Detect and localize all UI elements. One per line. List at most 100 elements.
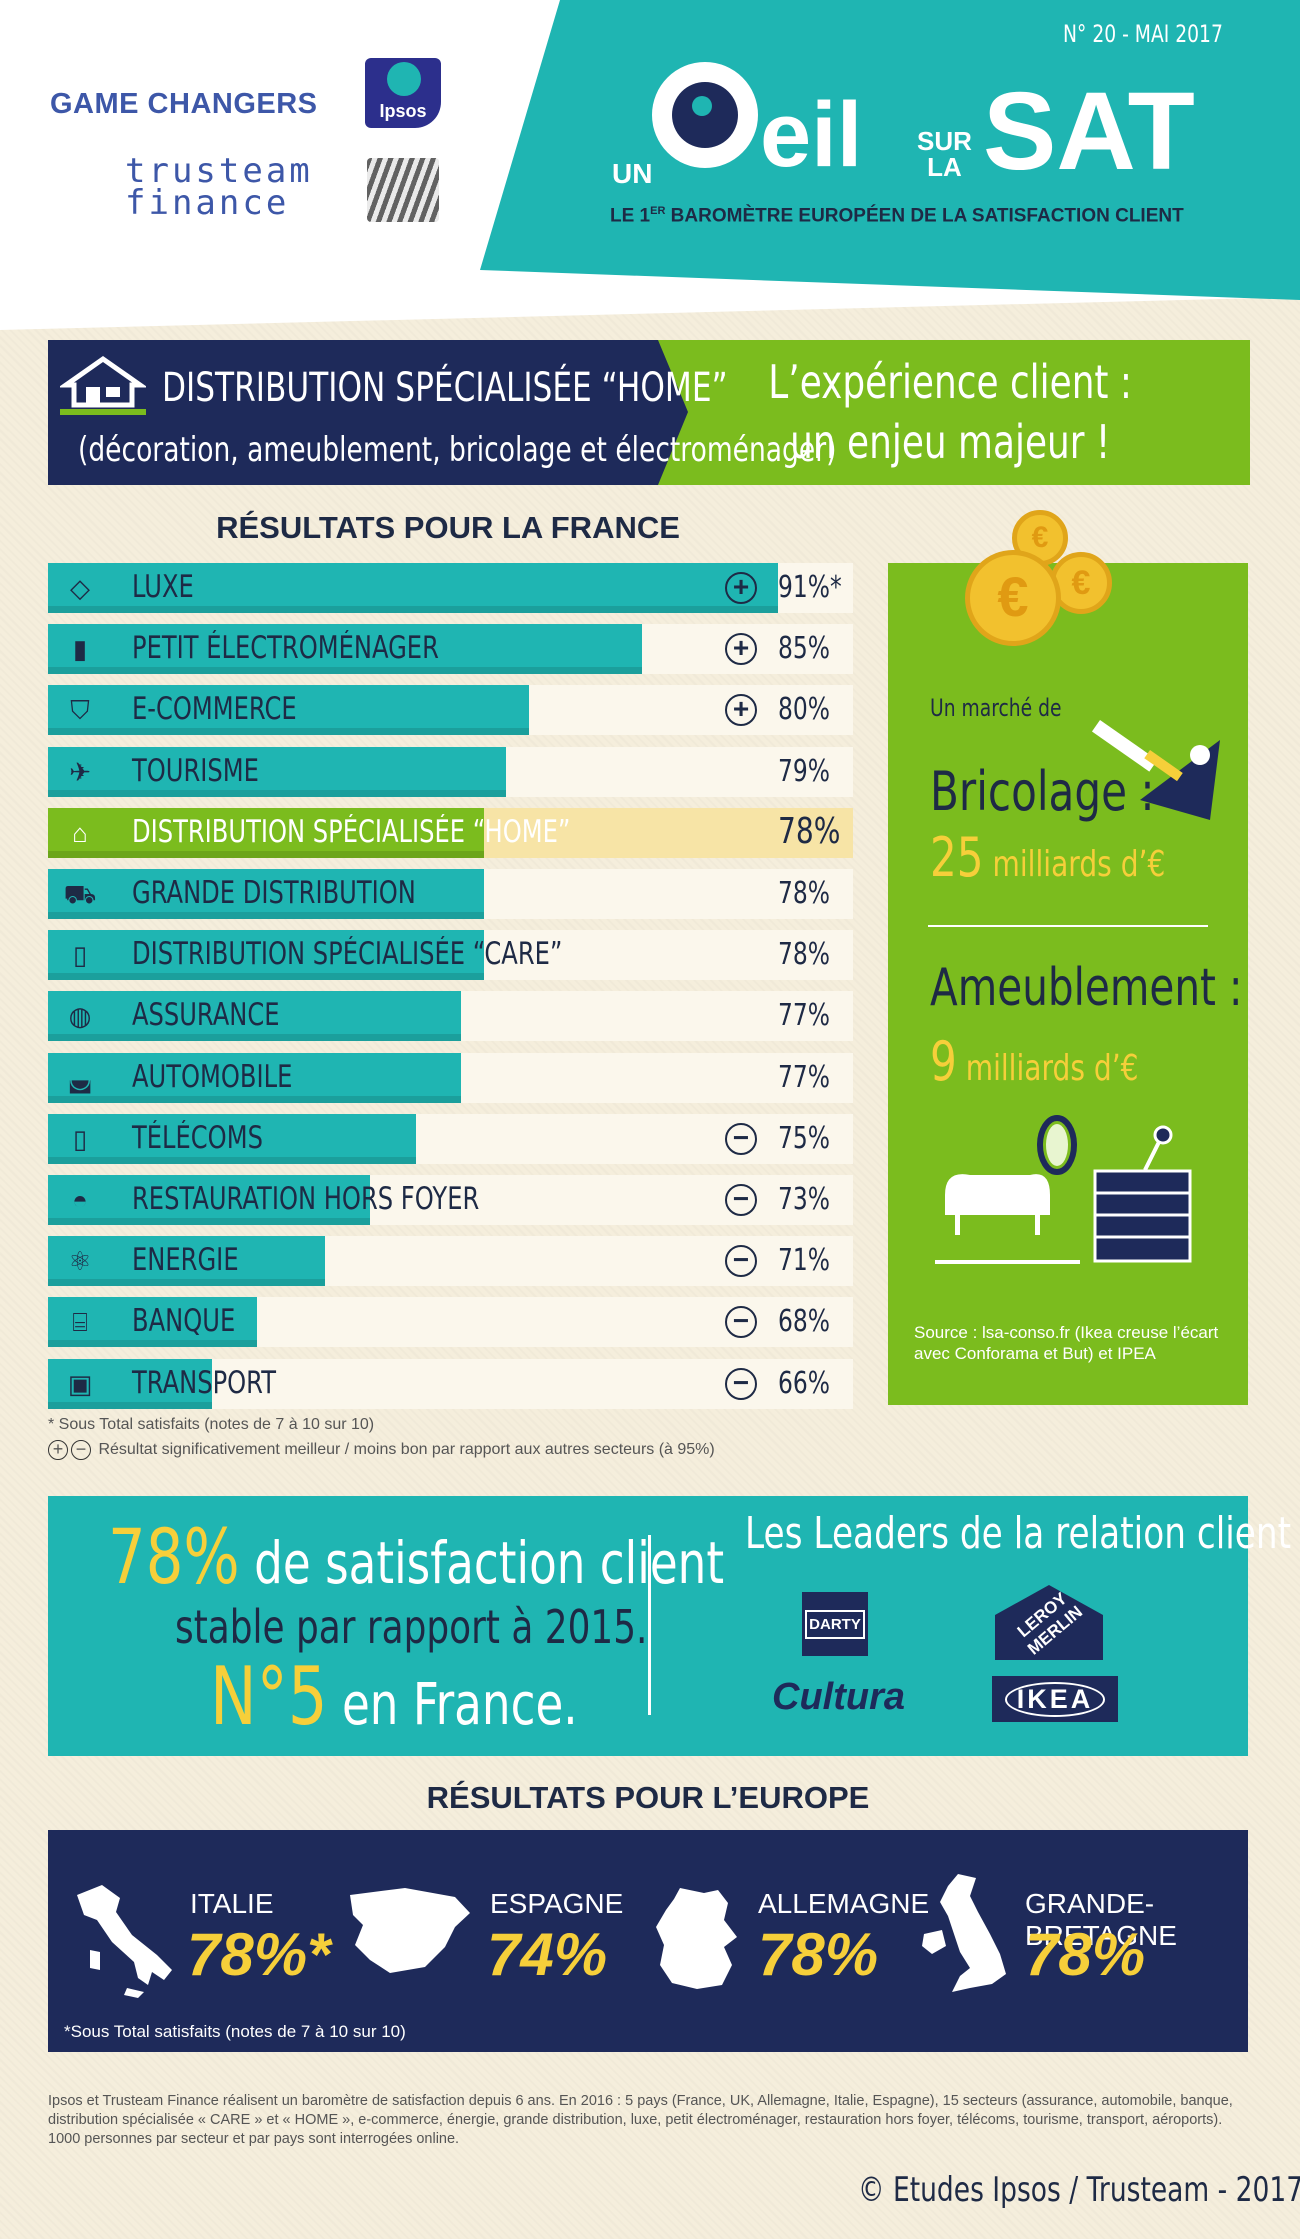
- cloche-icon: ◓: [72, 1185, 88, 1215]
- sector-label: ASSURANCE: [132, 997, 280, 1034]
- sector-value: 78%: [778, 937, 831, 973]
- minus-icon: −: [725, 1122, 757, 1155]
- banner-sector-panel: [48, 340, 688, 485]
- trusteam-finance-logo: trusteam finance: [125, 151, 313, 220]
- sector-row: ▯ DISTRIBUTION SPÉCIALISÉE “CARE” 78%: [48, 930, 853, 981]
- bank-icon: ⌸: [72, 1307, 88, 1338]
- quote-line-1: L’expérience client :: [768, 355, 1132, 409]
- title-sur-la: SUR LA: [917, 128, 972, 180]
- trusteam-word: trusteam: [125, 151, 313, 191]
- cultura-logo: Cultura: [772, 1676, 905, 1718]
- country-value-uk: 78%: [1025, 1921, 1146, 1988]
- summary-divider: [648, 1535, 651, 1715]
- methodology-note: Ipsos et Trusteam Finance réalisent un b…: [48, 2093, 1233, 2147]
- car-icon: ◛: [67, 1062, 93, 1093]
- title-sat: SAT: [983, 70, 1195, 193]
- sector-label: LUXE: [132, 569, 194, 605]
- sector-value: 79%: [778, 753, 831, 789]
- note-significance-text: Résultat significativement meilleur / mo…: [98, 1441, 715, 1459]
- tagline-prefix: LE 1: [610, 205, 651, 227]
- note-subtotal: * Sous Total satisfaits (notes de 7 à 10…: [48, 1416, 375, 1433]
- summary-percent-text: de satisfaction client: [239, 1529, 725, 1597]
- store-icon: ⌂: [72, 817, 88, 848]
- sector-label: E-COMMERCE: [132, 691, 297, 728]
- euro-coin-icon: €: [965, 550, 1061, 646]
- plane-icon: ✈: [69, 756, 91, 787]
- sector-bar: [48, 1113, 416, 1164]
- country-name-germany: ALLEMAGNE: [758, 1888, 930, 1919]
- sector-bar: [48, 624, 642, 675]
- sector-row: ⌸ BANQUE −68%: [48, 1297, 853, 1348]
- sector-label: TÉLÉCOMS: [132, 1119, 263, 1156]
- sector-bar: [48, 746, 506, 797]
- divider: [928, 925, 1208, 927]
- country-name-spain: ESPAGNE: [490, 1888, 624, 1919]
- minus-icon: −: [71, 1440, 91, 1460]
- sector-value: 66%: [778, 1365, 831, 1401]
- darty-logo-text: DARTY: [805, 1609, 865, 1639]
- italy-map-icon: [77, 1885, 172, 1998]
- leaders-title: Les Leaders de la relation client :: [745, 1508, 1300, 1559]
- banner-subtitle: (décoration, ameublement, bricolage et é…: [78, 430, 837, 470]
- sector-row: ▣ TRANSPORT −66%: [48, 1358, 853, 1409]
- sector-row: ⚛ ENERGIE −71%: [48, 1236, 853, 1287]
- atom-icon: ⚛: [68, 1246, 92, 1277]
- ameublement-number: 9: [930, 1030, 957, 1093]
- sector-label: PETIT ÉLECTROMÉNAGER: [132, 630, 439, 667]
- sector-bar: [48, 807, 484, 858]
- sector-value: 78%: [778, 810, 841, 852]
- sector-bar: [48, 1297, 257, 1348]
- country-name-uk: GRANDE-BRETAGNE: [1025, 1888, 1177, 1951]
- sector-bar: [48, 1052, 461, 1103]
- bricolage-label: Bricolage :: [930, 760, 1155, 823]
- banner-quote: L’expérience client : un enjeu majeur !: [650, 352, 1250, 472]
- sector-row: ◛ AUTOMOBILE 77%: [48, 1052, 853, 1103]
- copyright: © Etudes Ipsos / Trusteam - 2017: [858, 2170, 1300, 2210]
- spain-map-icon: [350, 1888, 470, 1973]
- sector-row: ⌂ DISTRIBUTION SPÉCIALISÉE “HOME” 78%: [48, 807, 853, 858]
- plus-icon: +: [725, 694, 757, 727]
- title-la: LA: [927, 152, 962, 182]
- banner-quote-panel: [650, 340, 1250, 485]
- bricolage-value: 25 milliards d’€: [930, 826, 1165, 889]
- summary-rank-text: en France.: [327, 1670, 578, 1738]
- sector-label: DISTRIBUTION SPÉCIALISÉE “HOME”: [132, 813, 571, 850]
- tagline: LE 1ER BAROMÈTRE EUROPÉEN DE LA SATISFAC…: [610, 205, 1184, 227]
- sector-label: ENERGIE: [132, 1242, 239, 1279]
- sector-value: 71%: [778, 1243, 831, 1279]
- sector-bar: [48, 685, 529, 736]
- sector-value: 77%: [778, 1059, 831, 1095]
- summary-satisfaction: 78% de satisfaction client: [108, 1512, 724, 1601]
- sector-label: RESTAURATION HORS FOYER: [132, 1181, 480, 1217]
- quote-line-2: un enjeu majeur !: [789, 415, 1111, 469]
- plus-icon: +: [725, 572, 757, 604]
- sector-bar: [48, 991, 461, 1042]
- sector-row: ✈ TOURISME 79%: [48, 746, 853, 797]
- sector-label: GRANDE DISTRIBUTION: [132, 875, 416, 911]
- ipsos-logo: Ipsos: [365, 58, 441, 128]
- country-value-germany: 78%: [758, 1921, 879, 1988]
- euro-coin-icon: €: [1012, 510, 1068, 566]
- europe-panel: [48, 1830, 1248, 2052]
- summary-percent: 78%: [108, 1512, 240, 1601]
- uk-map-icon: [922, 1874, 1006, 1992]
- sector-bar: [48, 930, 484, 981]
- ikea-logo: IKEA: [992, 1676, 1118, 1722]
- summary-rank: N°5 en France.: [210, 1650, 578, 1743]
- title-sur: SUR: [917, 126, 972, 156]
- cart-icon: ⛟: [63, 879, 97, 909]
- banner-title: DISTRIBUTION SPÉCIALISÉE “HOME”: [162, 365, 728, 411]
- bricolage-number: 25: [930, 826, 984, 889]
- ameublement-value: 9 milliards d’€: [930, 1030, 1139, 1093]
- market-label: Un marché de: [930, 694, 1062, 722]
- sector-value: 85%: [778, 631, 831, 667]
- plus-icon: +: [48, 1440, 68, 1460]
- globe-hands-icon: ◍: [68, 1001, 92, 1032]
- header-teal-panel: [480, 0, 1300, 300]
- minus-icon: −: [725, 1245, 757, 1278]
- sector-label: TRANSPORT: [132, 1364, 276, 1401]
- sector-bar: [48, 1358, 212, 1409]
- sector-row: ▯ TÉLÉCOMS −75%: [48, 1113, 853, 1164]
- basket-icon: ⛉: [70, 695, 90, 726]
- europe-results-title: RÉSULTATS POUR L’EUROPE: [426, 1780, 870, 1815]
